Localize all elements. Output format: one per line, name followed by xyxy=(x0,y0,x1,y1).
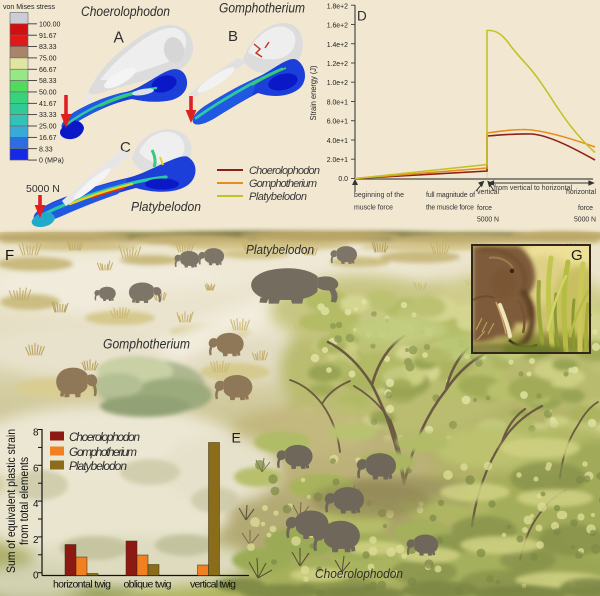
svg-text:50.00: 50.00 xyxy=(39,90,57,97)
svg-text:Gomphotherium: Gomphotherium xyxy=(219,1,305,16)
svg-text:4.0e+1: 4.0e+1 xyxy=(327,138,348,145)
svg-text:from total elements: from total elements xyxy=(17,457,31,545)
svg-text:F: F xyxy=(5,247,14,264)
svg-text:0.0: 0.0 xyxy=(338,176,348,183)
svg-text:83.33: 83.33 xyxy=(39,44,57,51)
svg-text:2: 2 xyxy=(33,535,39,546)
svg-text:4: 4 xyxy=(33,499,39,510)
svg-text:1.0e+2: 1.0e+2 xyxy=(327,80,348,87)
svg-text:1.6e+2: 1.6e+2 xyxy=(327,23,348,30)
svg-text:force: force xyxy=(477,205,492,212)
svg-text:1.4e+2: 1.4e+2 xyxy=(327,42,348,49)
svg-text:Choerolophodon: Choerolophodon xyxy=(69,430,140,444)
svg-text:muscle force: muscle force xyxy=(354,205,393,212)
svg-text:B: B xyxy=(228,28,238,45)
svg-text:C: C xyxy=(120,139,131,156)
svg-text:Strain energy (J): Strain energy (J) xyxy=(309,65,318,120)
svg-text:A: A xyxy=(114,30,125,47)
svg-text:8.0e+1: 8.0e+1 xyxy=(327,99,348,106)
svg-text:8: 8 xyxy=(33,428,39,439)
svg-text:66.67: 66.67 xyxy=(39,67,57,74)
svg-text:0 (MPa): 0 (MPa) xyxy=(39,158,64,165)
svg-text:6: 6 xyxy=(33,463,39,474)
svg-text:100.00: 100.00 xyxy=(39,21,61,28)
svg-text:Gomphotherium: Gomphotherium xyxy=(249,178,317,190)
svg-text:Platybelodon: Platybelodon xyxy=(69,459,127,473)
svg-text:horizontal: horizontal xyxy=(566,189,596,196)
svg-text:E: E xyxy=(232,430,241,446)
svg-text:Platybelodon: Platybelodon xyxy=(131,199,201,214)
svg-text:5000 N: 5000 N xyxy=(574,217,596,224)
svg-text:vertical twig: vertical twig xyxy=(190,579,236,591)
svg-text:16.67: 16.67 xyxy=(39,135,57,142)
svg-text:G: G xyxy=(571,247,583,264)
svg-text:41.67: 41.67 xyxy=(39,101,57,108)
svg-text:force: force xyxy=(578,205,593,212)
svg-text:2.0e+1: 2.0e+1 xyxy=(327,157,348,164)
svg-text:the muscle force: the muscle force xyxy=(426,205,474,212)
svg-text:Choerolophodon: Choerolophodon xyxy=(315,566,403,581)
svg-text:33.33: 33.33 xyxy=(39,112,57,119)
svg-text:Platybelodon: Platybelodon xyxy=(249,191,307,203)
svg-text:8.33: 8.33 xyxy=(39,146,53,153)
svg-text:5000 N: 5000 N xyxy=(477,217,499,224)
svg-text:1.8e+2: 1.8e+2 xyxy=(327,3,348,10)
svg-text:D: D xyxy=(357,9,367,24)
svg-text:Choerolophodon: Choerolophodon xyxy=(81,4,170,19)
svg-text:91.67: 91.67 xyxy=(39,33,57,40)
svg-text:6.0e+1: 6.0e+1 xyxy=(327,119,348,126)
svg-text:Choerolophodon: Choerolophodon xyxy=(249,165,320,177)
svg-text:from vertical to horizontal: from vertical to horizontal xyxy=(494,185,572,192)
svg-text:Platybelodon: Platybelodon xyxy=(246,243,314,257)
svg-text:58.33: 58.33 xyxy=(39,78,57,85)
svg-text:von Mises stress: von Mises stress xyxy=(3,4,55,11)
svg-text:0: 0 xyxy=(33,571,39,582)
svg-text:beginning of the: beginning of the xyxy=(354,192,404,199)
svg-text:25.00: 25.00 xyxy=(39,124,57,131)
svg-text:75.00: 75.00 xyxy=(39,56,57,63)
svg-text:horizontal twig: horizontal twig xyxy=(53,579,111,591)
svg-text:Gomphotherium: Gomphotherium xyxy=(69,445,137,459)
svg-text:Gomphotherium: Gomphotherium xyxy=(103,337,190,352)
svg-text:vertical: vertical xyxy=(477,189,499,196)
svg-text:full magnitude of: full magnitude of xyxy=(426,192,475,199)
svg-text:1.2e+2: 1.2e+2 xyxy=(327,61,348,68)
svg-text:5000 N: 5000 N xyxy=(26,183,60,195)
svg-text:Sum of equivalent plastic stra: Sum of equivalent plastic strain xyxy=(4,429,18,573)
svg-text:oblique twig: oblique twig xyxy=(124,579,172,591)
